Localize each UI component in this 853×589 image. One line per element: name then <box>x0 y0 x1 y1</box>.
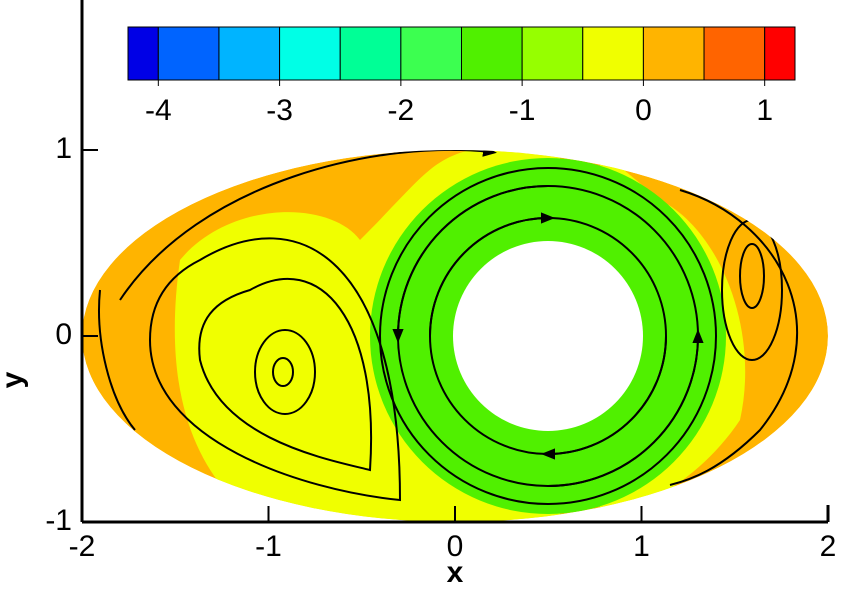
streamline-arrow <box>541 335 667 460</box>
colorbar-tick-label: -3 <box>266 94 293 127</box>
colorbar-segment <box>127 26 159 81</box>
streamline <box>669 189 799 486</box>
colorbar-segment <box>218 26 281 81</box>
x-tick-label: -1 <box>255 530 282 563</box>
streamline <box>379 167 717 505</box>
streamline <box>198 278 373 472</box>
colorbar-segment <box>157 26 220 81</box>
streamline <box>272 357 294 387</box>
streamline-arrow <box>429 212 555 337</box>
colorbar-tick-label: -2 <box>388 94 415 127</box>
colorbar-tick-label: 0 <box>635 94 652 127</box>
y-tick-label: -1 <box>45 504 72 537</box>
colorbar-segment <box>642 26 705 81</box>
contour-field <box>82 150 828 522</box>
colorbar-segment <box>703 26 766 81</box>
colorbar-tick-label: -1 <box>509 94 536 127</box>
streamline <box>739 243 765 309</box>
colorbar-segment <box>279 26 341 81</box>
colorbar-tick-label: -4 <box>145 94 172 127</box>
hole <box>453 241 643 431</box>
x-tick-label: 0 <box>447 530 464 563</box>
y-axis-label: y <box>0 371 29 388</box>
y-tick-label: 1 <box>55 132 72 165</box>
streamline-arrow <box>547 329 704 487</box>
streamline-arrow <box>392 185 549 343</box>
streamline <box>98 289 136 431</box>
streamline <box>148 237 402 502</box>
colorbar-segment <box>521 26 584 81</box>
x-tick-label: -2 <box>69 530 96 563</box>
streamline <box>254 329 316 415</box>
colorbar-tick-label: 1 <box>756 94 773 127</box>
x-axis-label: x <box>447 556 464 589</box>
colorbar-segment <box>400 26 463 81</box>
colorbar-segment <box>461 26 523 81</box>
colorbar-segment <box>764 26 796 81</box>
x-tick-label: 1 <box>633 530 650 563</box>
x-tick-label: 2 <box>820 530 837 563</box>
colorbar-segment <box>339 26 402 81</box>
colorbar-segment <box>582 26 644 81</box>
y-tick-label: 0 <box>55 318 72 351</box>
